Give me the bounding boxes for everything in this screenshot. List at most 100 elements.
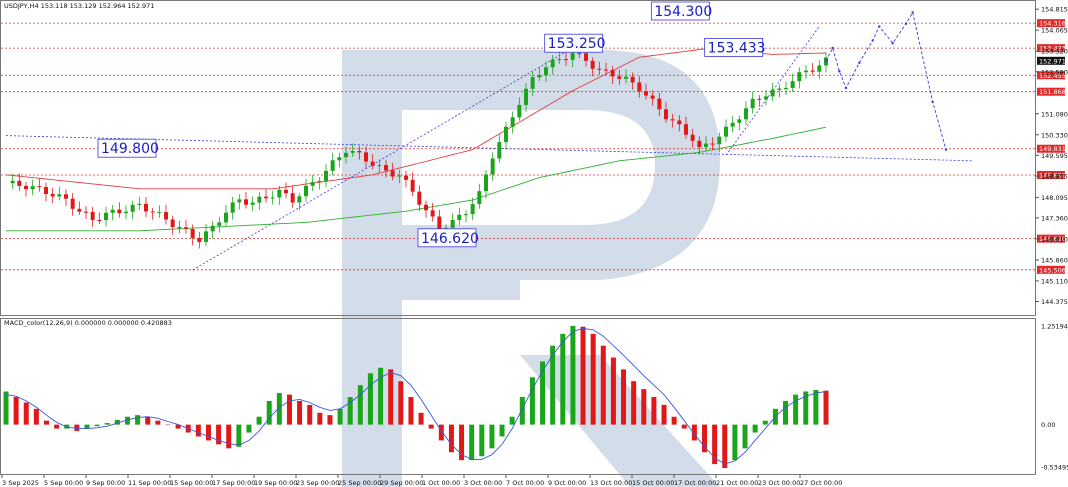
candle-body [377, 165, 382, 167]
candle-body [530, 77, 535, 89]
macd-bar [317, 412, 323, 425]
macd-bar [479, 424, 485, 457]
macd-bar [651, 397, 657, 425]
candle-body [237, 199, 242, 203]
candle-body [210, 225, 215, 232]
candle-body [690, 134, 695, 141]
macd-bar [752, 424, 758, 433]
price-annotation-label: 153.250 [548, 36, 606, 52]
candle-body [250, 202, 255, 205]
macd-bar [246, 424, 252, 433]
time-tick-label: 29 Sep 00:00 [380, 479, 423, 487]
candle-body [410, 179, 415, 192]
time-axis: 3 Sep 2025 5 Sep 00:00 9 Sep 00:00 11 Sep 0… [1, 475, 842, 487]
candle-body [584, 53, 588, 61]
candle-body [810, 70, 815, 72]
macd-bar [438, 424, 444, 441]
candle-body [344, 152, 348, 158]
macd-bar [702, 424, 708, 453]
candle-body [17, 180, 22, 186]
candle-body [184, 227, 188, 230]
macd-bar [590, 333, 596, 425]
candle-body [337, 157, 342, 161]
macd-bar [671, 416, 677, 425]
candle-body [30, 186, 35, 190]
candle-body [657, 98, 662, 110]
price-annotation-box [544, 33, 604, 53]
candle-body [90, 212, 95, 220]
macd-bar [540, 361, 546, 425]
candle-body [630, 76, 635, 83]
candle-body [437, 216, 442, 230]
time-tick-label: 23 Oct 00:00 [758, 479, 800, 487]
trend-line [725, 26, 820, 156]
candle-body [590, 60, 595, 69]
candle-body [97, 219, 102, 221]
candle-body [650, 95, 655, 99]
macd-bar [205, 424, 211, 441]
candle-body [397, 175, 402, 177]
candle-body [457, 214, 462, 220]
candle-body [704, 143, 708, 148]
macd-bar [732, 424, 738, 461]
forecast-point [824, 59, 828, 63]
candle-body [117, 209, 122, 214]
candle-body [357, 150, 362, 153]
price-axis: 154.815 154.065 153.320 152.580 151.080 150.3… [1035, 6, 1068, 306]
macd-bar [13, 397, 19, 425]
macd-bar [661, 404, 667, 425]
candle-body [170, 219, 175, 228]
candle-body [697, 140, 702, 148]
macd-bar [428, 424, 434, 429]
level-price-label: 149.831 [1039, 145, 1066, 153]
price-tick-label: 146.610 [1041, 235, 1068, 243]
macd-bar [469, 424, 475, 461]
time-tick-label: 21 Oct 00:00 [716, 479, 758, 487]
price-tick-label: 154.065 [1041, 27, 1068, 35]
candle-body [130, 204, 135, 212]
macd-bar [691, 424, 697, 441]
current-price-label: 152.971 [1039, 57, 1066, 65]
macd-bar [135, 415, 141, 425]
macd-bar [641, 389, 647, 425]
time-tick-label: 17 Oct 00:00 [674, 479, 716, 487]
candle-body [430, 210, 435, 217]
macd-bar [327, 415, 333, 425]
forecast-point [838, 70, 841, 73]
candle-body [317, 180, 322, 183]
candle-body [490, 158, 495, 175]
moving-averages [5, 48, 827, 232]
candle-body [290, 193, 295, 203]
forecast-point [911, 11, 914, 14]
macd-bar [367, 373, 373, 425]
candle-body [730, 122, 735, 127]
candle-body [497, 142, 502, 159]
candle-body [350, 150, 355, 153]
candle-body [164, 212, 168, 220]
price-annotation-box [704, 38, 764, 57]
price-tick-label: 148.855 [1041, 173, 1068, 181]
price-tick-label: 153.320 [1041, 48, 1068, 56]
macd-bar [803, 391, 809, 425]
macd-bar [124, 416, 130, 425]
candle-body [784, 87, 788, 89]
candle-body [110, 209, 115, 213]
macd-bar [560, 333, 566, 425]
forecast-point [931, 100, 934, 104]
macd-pane-frame [0, 318, 1036, 475]
macd-bar [600, 345, 606, 425]
candle-body [390, 170, 395, 177]
candle-body [670, 119, 675, 121]
candle-body [324, 170, 328, 181]
macd-histogram: 1.25194 0.00 -0.53495 [3, 322, 1068, 471]
macd-bar [256, 416, 262, 425]
candle-body [797, 72, 802, 82]
level-price-box [1037, 44, 1065, 53]
candle-body [70, 198, 75, 209]
ma-red-line [5, 48, 827, 190]
macd-signal-line [5, 327, 827, 465]
forecast-point [904, 22, 908, 25]
candle-body [244, 199, 248, 205]
candle-body [817, 65, 822, 72]
candle-body [557, 59, 562, 61]
